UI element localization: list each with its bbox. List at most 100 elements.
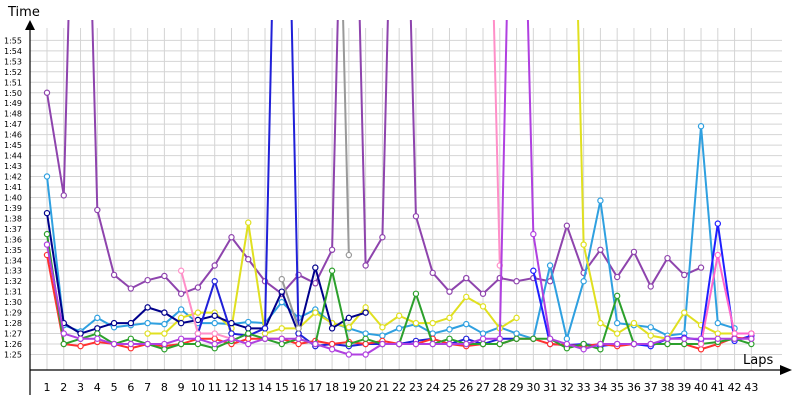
data-point [127,285,135,292]
data-point [362,330,369,337]
data-point [43,230,51,238]
x-tick-label: 31 [543,381,557,394]
data-point [261,335,269,342]
data-point [295,330,302,337]
data-point [681,271,688,279]
data-point [546,340,554,348]
x-tick-label: 32 [560,381,574,394]
y-tick-label: 1:50 [4,89,22,98]
data-point [94,335,101,342]
data-point [446,288,453,295]
x-tick-label: 9 [178,381,185,394]
data-point [748,340,755,348]
data-point [177,314,185,322]
y-tick-label: 1:51 [4,78,22,87]
x-tick-label: 18 [325,381,339,394]
y-tick-label: 1:43 [4,162,22,171]
x-tick-label: 6 [127,381,134,394]
y-tick-label: 1:26 [4,340,22,349]
data-point [60,340,67,348]
y-axis-arrow [25,20,35,30]
data-point [110,271,118,279]
x-tick-label: 42 [728,381,742,394]
data-point [597,197,604,204]
data-point [43,89,51,96]
data-point [278,335,285,342]
x-tick-label: 16 [292,381,306,394]
data-point [94,325,101,332]
data-point [647,332,654,339]
data-point [563,222,571,229]
data-point [429,319,436,327]
data-point [546,335,554,342]
data-point [278,298,285,306]
data-point [295,335,302,342]
data-point [228,234,235,241]
x-tick-label: 27 [476,381,490,394]
data-point [312,340,319,348]
data-point [228,335,235,342]
data-point [429,269,436,277]
data-point [748,330,755,337]
series-line [492,20,501,266]
data-point [463,335,470,342]
y-tick-label: 1:27 [4,330,22,339]
data-point [412,319,420,327]
data-point [731,330,738,337]
data-point [731,335,738,342]
data-point [479,290,487,297]
data-point [412,213,420,220]
data-point [714,251,722,259]
x-tick-label: 39 [677,381,691,394]
data-point [412,340,420,348]
x-tick-label: 25 [442,381,456,394]
data-point [681,340,688,348]
data-point [530,230,537,238]
x-tick-label: 15 [275,381,289,394]
data-point [546,278,554,285]
x-tick-label: 30 [526,381,540,394]
x-tick-label: 4 [94,381,101,394]
data-point [613,330,621,337]
y-tick-label: 1:37 [4,225,22,234]
y-tick-label: 1:49 [4,99,22,108]
data-point [261,325,269,332]
data-point [463,274,470,282]
data-point [278,288,285,295]
data-point [94,330,101,337]
data-point [697,123,705,130]
y-tick-label: 1:44 [4,152,22,161]
data-point [697,346,705,353]
data-point [177,335,185,342]
x-tick-labels: 1 2 3 4 5 6 7 8 9 10 11 12 13 14 15 16 17 18 19 20 21 22 23 24 2… [44,381,759,394]
data-point [513,314,520,322]
y-tick-label: 1:41 [4,183,22,192]
data-point [312,264,319,271]
data-point [580,278,587,285]
x-tick-label: 3 [77,381,84,394]
data-point [412,290,420,297]
data-point [245,219,252,226]
series-5 [194,20,520,350]
data-point [362,309,369,316]
data-point [479,303,487,310]
series-line [280,278,300,329]
data-point [144,340,151,348]
data-point [278,325,285,332]
data-point [77,330,84,337]
data-point [211,340,218,348]
y-tick-label: 1:34 [4,256,22,265]
x-tick-label: 38 [660,381,674,394]
data-point [295,340,302,348]
data-point [194,335,202,342]
data-point [479,330,487,337]
data-point [362,351,369,358]
data-point [127,340,135,348]
data-point [194,316,202,324]
data-point [613,319,621,327]
data-point [479,340,487,348]
x-tick-label: 1 [44,381,51,394]
y-tick-label: 1:38 [4,214,22,223]
